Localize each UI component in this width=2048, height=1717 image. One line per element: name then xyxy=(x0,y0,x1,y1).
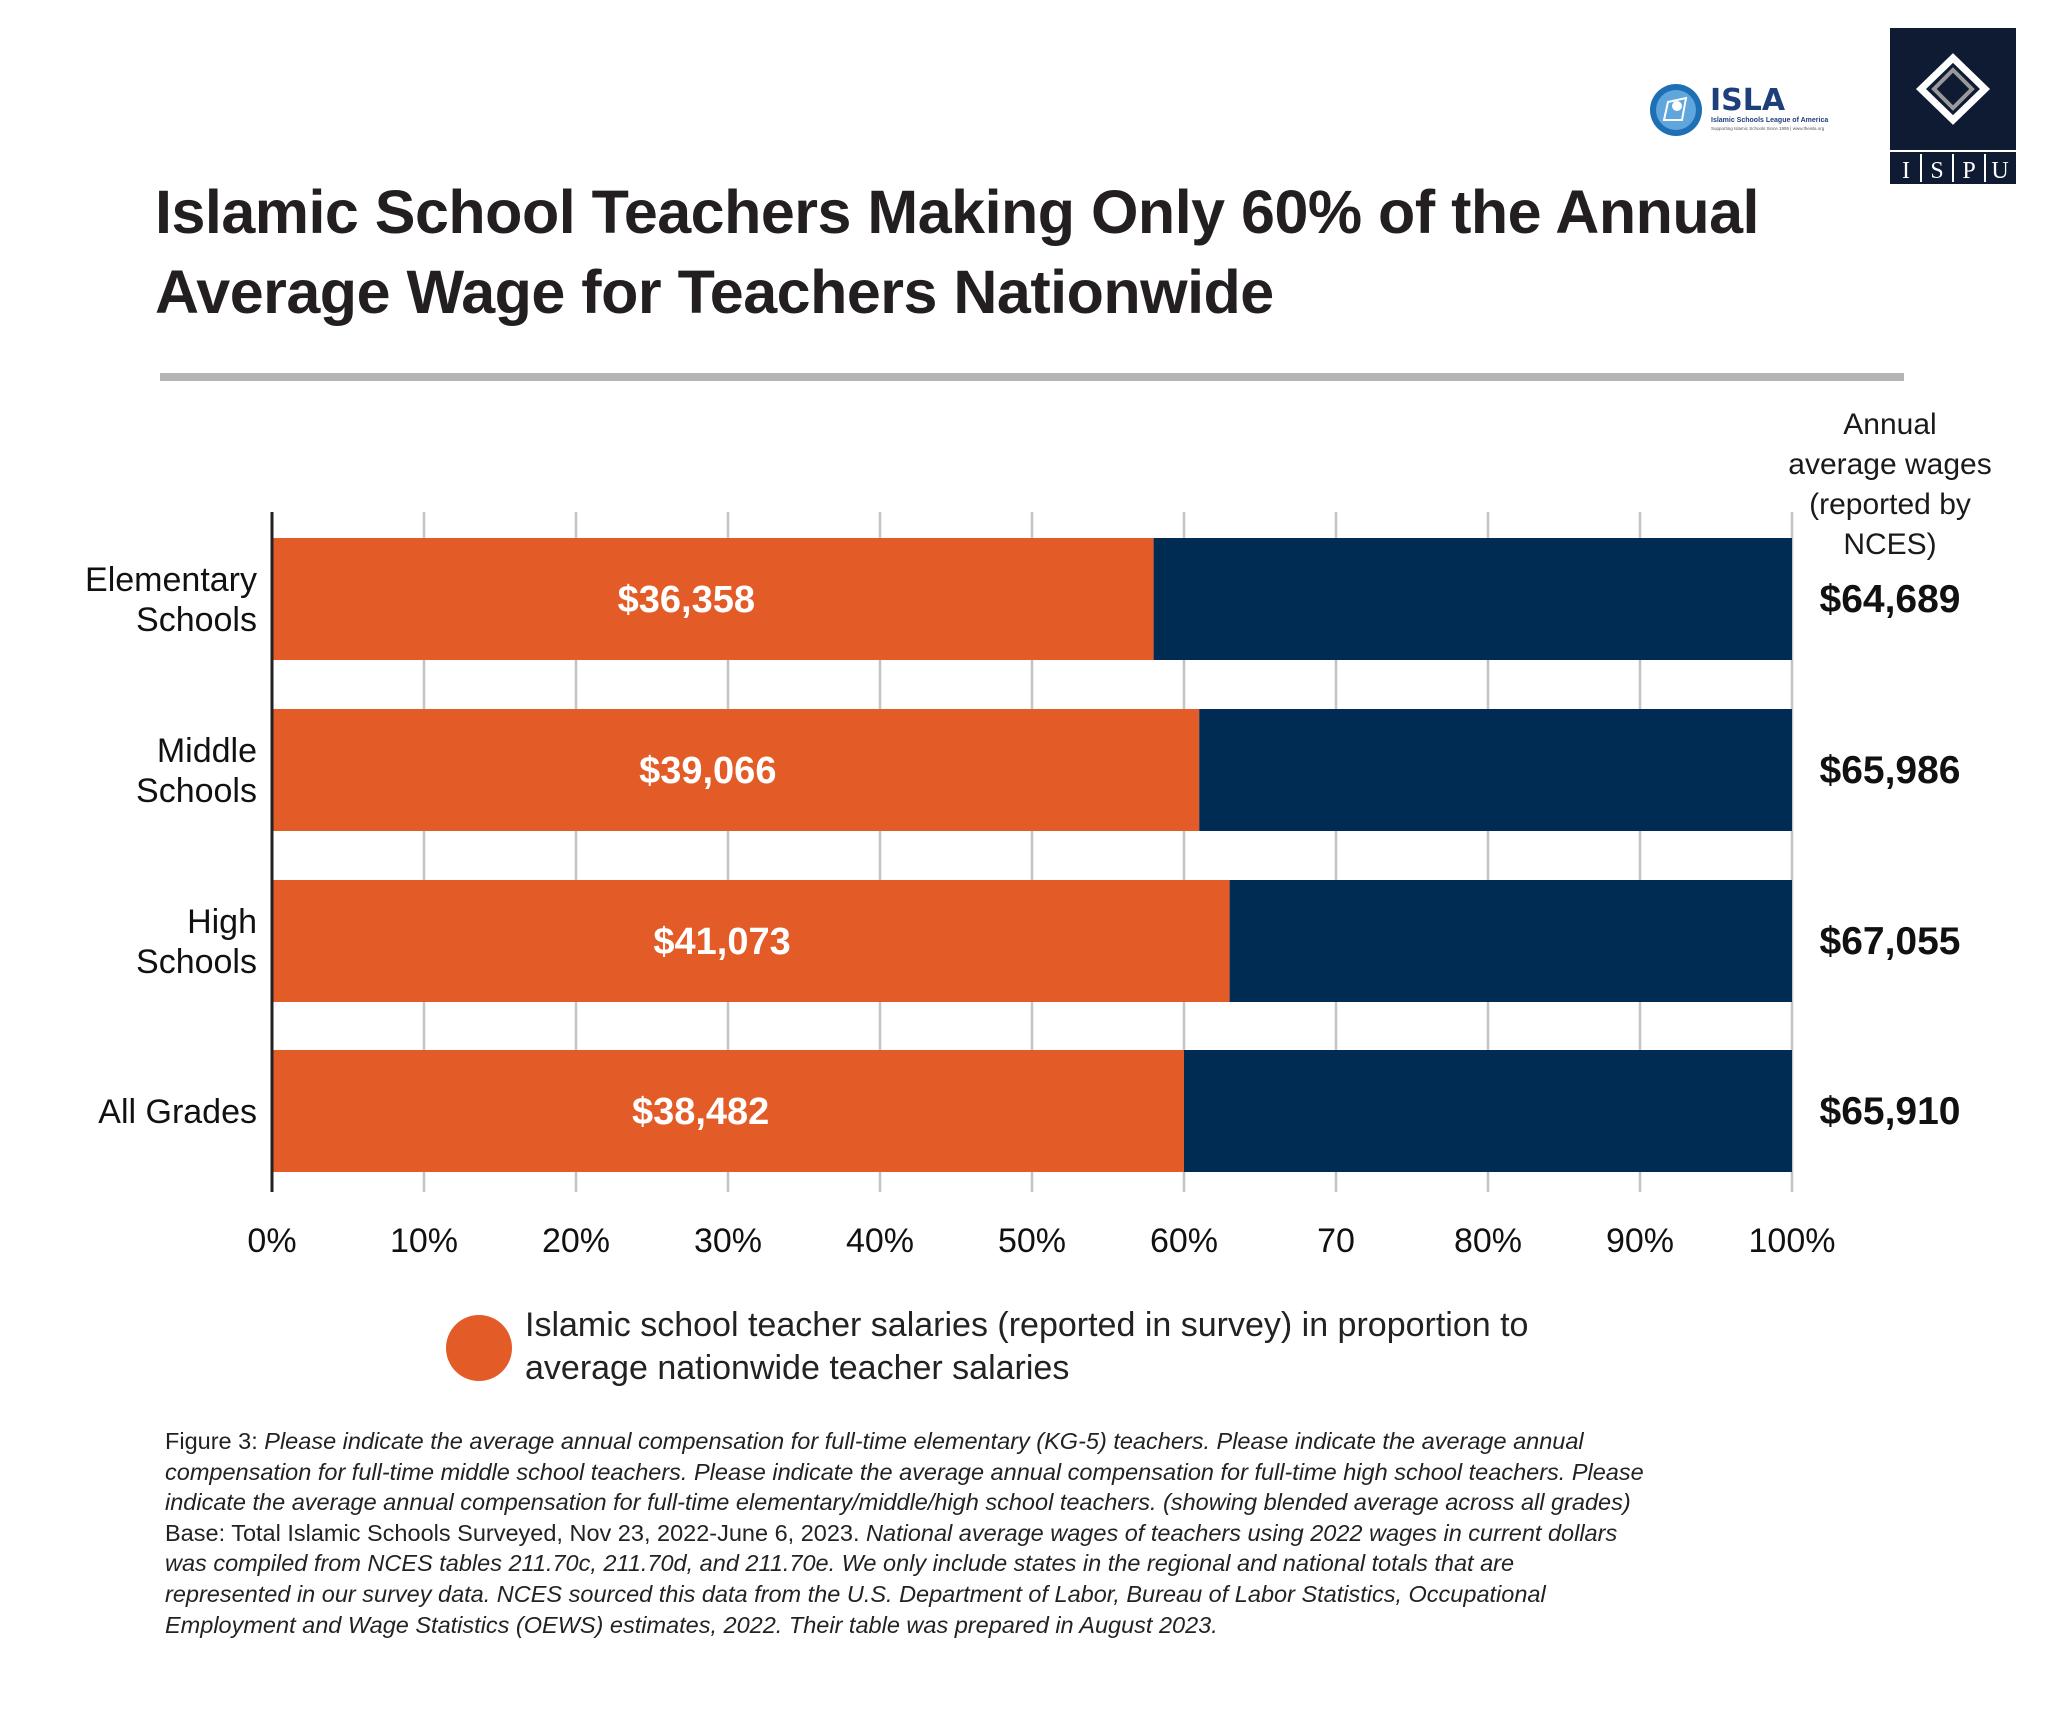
isla-logo: ISLA Islamic Schools League of America S… xyxy=(1648,80,1838,140)
nationwide-wage-label: $64,689 xyxy=(1820,578,1961,621)
y-category-label: All Grades xyxy=(98,1093,257,1131)
title-divider xyxy=(160,373,1904,381)
ispu-letter: S xyxy=(1930,158,1943,184)
bar-nationwide-remainder xyxy=(1184,1050,1792,1172)
bar-islamic-salary xyxy=(272,1050,1184,1172)
ispu-letter: I xyxy=(1902,158,1910,184)
nationwide-wage-label: $65,986 xyxy=(1820,749,1961,792)
footnote-line: represented in our survey data. NCES sou… xyxy=(165,1579,1644,1610)
bar-islamic-salary xyxy=(272,709,1200,831)
y-category-label: Schools xyxy=(136,772,257,810)
ispu-letter: U xyxy=(1991,158,2008,184)
legend-swatch xyxy=(446,1315,512,1381)
bar-data-label: $39,066 xyxy=(639,750,776,792)
y-category-label: Schools xyxy=(136,601,257,639)
bar-islamic-salary xyxy=(272,538,1154,660)
footnote-text-italic: National average wages of teachers using… xyxy=(859,1519,1618,1546)
figure-label: Figure 3: xyxy=(165,1428,258,1454)
footnote-text-italic: compensation for full-time middle school… xyxy=(165,1458,1644,1485)
x-tick-label: 70 xyxy=(1317,1222,1355,1260)
footnote-text-italic: was compiled from NCES tables 211.70c, 2… xyxy=(165,1550,1515,1577)
footnote: Figure 3: Please indicate the average an… xyxy=(165,1426,1644,1640)
footnote-line: Figure 3: Please indicate the average an… xyxy=(165,1426,1644,1457)
nationwide-wage-label: $65,910 xyxy=(1820,1090,1961,1133)
right-header-line: average wages xyxy=(1788,448,1992,481)
x-tick-label: 90% xyxy=(1606,1222,1674,1260)
x-tick-label: 40% xyxy=(846,1222,914,1260)
nationwide-wage-label: $67,055 xyxy=(1820,920,1961,963)
legend-label: Islamic school teacher salaries (reporte… xyxy=(525,1304,1528,1390)
footnote-line: was compiled from NCES tables 211.70c, 2… xyxy=(165,1548,1644,1579)
footnote-line: compensation for full-time middle school… xyxy=(165,1457,1644,1488)
footnote-line: indicate the average annual compensation… xyxy=(165,1487,1644,1518)
footnote-line: Employment and Wage Statistics (OEWS) es… xyxy=(165,1610,1644,1641)
legend-line: Islamic school teacher salaries (reporte… xyxy=(525,1306,1529,1344)
title-line: Islamic School Teachers Making Only 60% … xyxy=(155,178,1759,246)
x-tick-label: 60% xyxy=(1150,1222,1218,1260)
chart-title: Islamic School Teachers Making Only 60% … xyxy=(155,172,1759,332)
y-category-label: Middle xyxy=(157,732,257,770)
y-category-label: Schools xyxy=(136,943,257,981)
y-category-label: High xyxy=(187,903,257,941)
bar-islamic-salary xyxy=(272,880,1230,1002)
ispu-letter: P xyxy=(1962,158,1975,184)
bar-nationwide-remainder xyxy=(1229,880,1792,1002)
legend-line: average nationwide teacher salaries xyxy=(525,1349,1070,1387)
x-tick-label: 0% xyxy=(247,1222,296,1260)
footnote-text-italic: Please indicate the average annual compe… xyxy=(257,1428,1584,1454)
footnote-text: Base: Total Islamic Schools Surveyed, No… xyxy=(165,1519,860,1546)
isla-tagline: Supporting Islamic Schools Since 1995 | … xyxy=(1711,126,1825,131)
x-tick-label: 100% xyxy=(1749,1222,1836,1260)
footnote-text-italic: indicate the average annual compensation… xyxy=(165,1489,1631,1516)
ispu-logo: I S P U xyxy=(1890,28,2016,184)
right-header-line: NCES) xyxy=(1843,528,1937,561)
right-column-header: Annual average wages (reported by NCES) xyxy=(1775,405,2005,565)
bar-nationwide-remainder xyxy=(1199,709,1792,831)
title-line: Average Wage for Teachers Nationwide xyxy=(155,258,1274,326)
right-header-line: Annual xyxy=(1843,408,1937,441)
x-tick-label: 10% xyxy=(390,1222,458,1260)
bar-data-label: $41,073 xyxy=(653,921,790,963)
bar-data-label: $36,358 xyxy=(618,579,755,621)
isla-wordmark: ISLA xyxy=(1710,83,1786,118)
right-header-line: (reported by xyxy=(1809,488,1971,521)
x-tick-label: 80% xyxy=(1454,1222,1522,1260)
bar-nationwide-remainder xyxy=(1153,538,1792,660)
bar-data-label: $38,482 xyxy=(632,1091,769,1133)
isla-subtitle: Islamic Schools League of America xyxy=(1711,117,1828,124)
x-tick-label: 30% xyxy=(694,1222,762,1260)
footnote-line: Base: Total Islamic Schools Surveyed, No… xyxy=(165,1518,1644,1549)
y-category-label: Elementary xyxy=(85,561,257,599)
x-tick-label: 50% xyxy=(998,1222,1066,1260)
footnote-text-italic: Employment and Wage Statistics (OEWS) es… xyxy=(165,1611,1218,1638)
footnote-text-italic: represented in our survey data. NCES sou… xyxy=(165,1580,1546,1607)
x-tick-label: 20% xyxy=(542,1222,610,1260)
